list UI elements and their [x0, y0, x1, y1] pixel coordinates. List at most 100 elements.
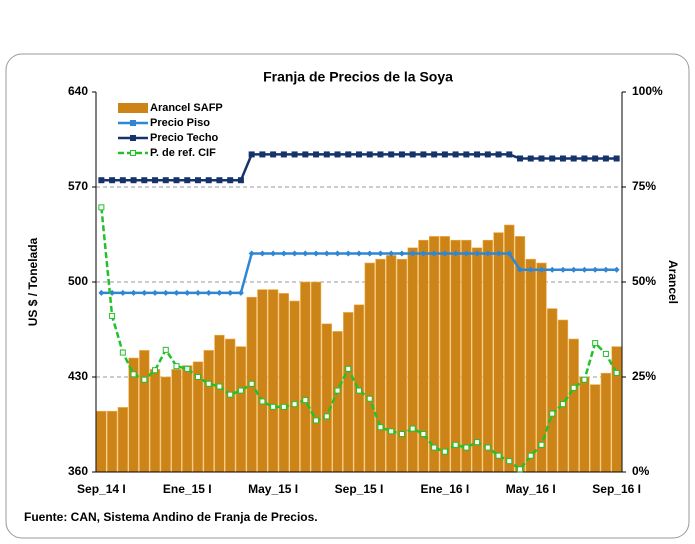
marker [388, 151, 395, 158]
marker [291, 250, 298, 257]
marker [152, 367, 159, 374]
marker [592, 155, 599, 162]
marker [291, 401, 298, 408]
marker [549, 266, 556, 273]
legend-swatch [130, 150, 136, 156]
marker [162, 289, 169, 296]
marker [184, 289, 191, 296]
marker [495, 151, 502, 158]
marker [527, 155, 534, 162]
marker [474, 439, 481, 446]
marker [323, 250, 330, 257]
marker [495, 250, 502, 257]
marker [130, 289, 137, 296]
bar [321, 323, 332, 473]
marker [538, 441, 545, 448]
y2-axis-label: Arancel [666, 260, 680, 304]
marker [463, 444, 470, 451]
marker [119, 177, 126, 184]
marker [237, 177, 244, 184]
marker [570, 384, 577, 391]
legend-label: Precio Piso [150, 117, 210, 129]
marker [280, 250, 287, 257]
bar [106, 410, 118, 473]
bar [407, 247, 418, 473]
marker [420, 250, 427, 257]
marker [452, 441, 459, 448]
marker [613, 369, 620, 376]
marker [409, 151, 416, 158]
marker [366, 250, 373, 257]
marker [280, 151, 287, 158]
marker [377, 424, 384, 431]
x-tick-label: Sep_14 I [77, 482, 126, 496]
marker [248, 250, 255, 257]
marker [506, 151, 513, 158]
marker [581, 155, 588, 162]
bar [396, 258, 408, 473]
marker [398, 151, 405, 158]
marker [98, 204, 105, 211]
marker [216, 177, 223, 184]
marker [431, 444, 438, 451]
marker [130, 177, 137, 184]
marker [474, 151, 481, 158]
bar [536, 262, 547, 473]
marker [388, 250, 395, 257]
marker [570, 155, 577, 162]
marker [602, 155, 609, 162]
bar [235, 346, 247, 473]
marker [463, 250, 470, 257]
marker [345, 250, 352, 257]
bar [96, 410, 107, 473]
y2-tick-label: 0% [632, 464, 650, 478]
marker [237, 289, 244, 296]
marker [162, 177, 169, 184]
bar [278, 293, 290, 473]
y-tick-label: 570 [68, 179, 88, 193]
bar [428, 236, 440, 473]
marker [280, 403, 287, 410]
marker [141, 289, 148, 296]
marker [291, 151, 298, 158]
bar [171, 369, 182, 473]
y-tick-label: 430 [68, 369, 88, 383]
marker [334, 151, 341, 158]
marker [345, 151, 352, 158]
bar [300, 281, 311, 473]
marker [356, 250, 362, 257]
marker [184, 177, 191, 184]
y2-tick-label: 50% [632, 274, 656, 288]
marker [409, 425, 416, 432]
marker [484, 444, 491, 451]
x-tick-label: May_15 I [248, 482, 298, 496]
legend-label: Precio Techo [150, 132, 219, 144]
bar [160, 376, 171, 473]
bar [568, 338, 579, 473]
bar [214, 334, 225, 473]
bar [547, 308, 558, 473]
bar [267, 289, 279, 473]
bar [225, 338, 236, 473]
marker [227, 391, 234, 398]
marker [602, 266, 609, 273]
bar [450, 239, 461, 473]
marker [613, 266, 620, 273]
y-tick-label: 360 [68, 464, 88, 478]
marker [323, 413, 330, 420]
bar [310, 281, 322, 473]
marker [162, 346, 169, 353]
marker [581, 376, 588, 383]
marker [549, 410, 556, 417]
marker [366, 395, 373, 402]
marker [538, 266, 545, 273]
y-tick-label: 640 [68, 84, 88, 98]
bar [525, 258, 536, 473]
bar [257, 289, 268, 473]
bar [149, 369, 161, 473]
bar [461, 239, 472, 473]
marker [205, 177, 212, 184]
marker [302, 151, 309, 158]
bar [386, 255, 397, 473]
y-axis-label: US $ / Tonelada [26, 237, 40, 326]
